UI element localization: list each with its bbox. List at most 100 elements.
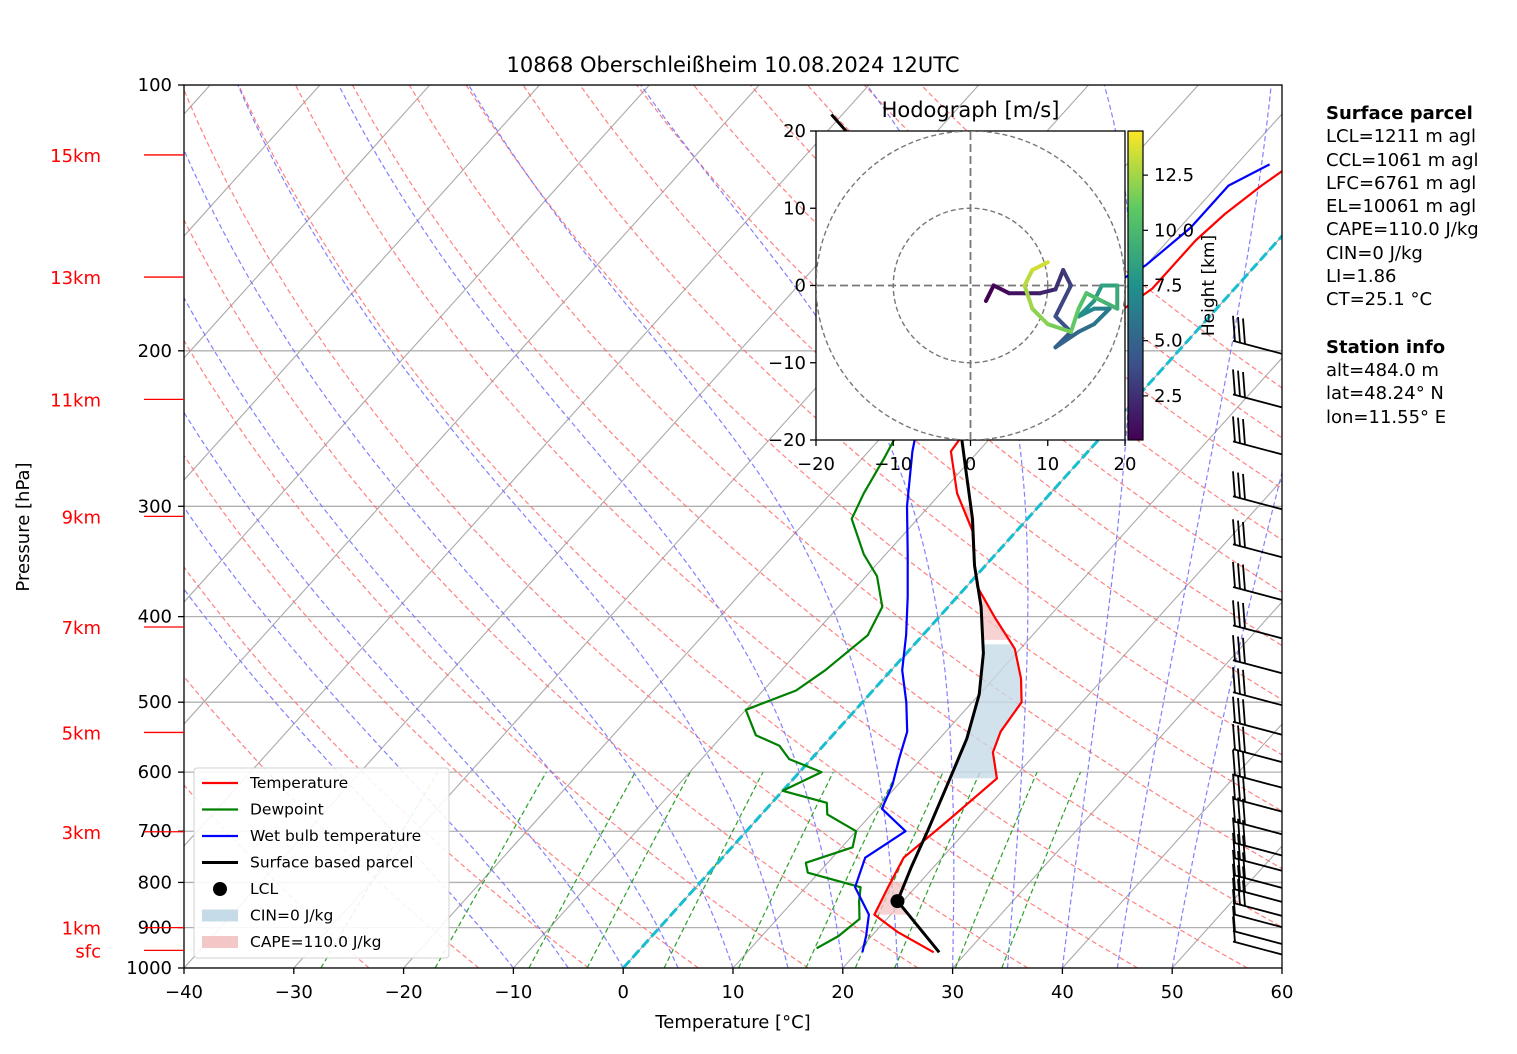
wind-barb-flag <box>1237 865 1241 892</box>
wind-barb-staff <box>1232 930 1283 945</box>
wind-barb-flag <box>1242 602 1246 629</box>
wind-barb-staff <box>1232 820 1283 836</box>
colorbar <box>1127 130 1144 441</box>
wind-barb <box>1232 519 1283 559</box>
wind-barb <box>1232 849 1283 889</box>
x-tick-label: −20 <box>385 982 423 1003</box>
wind-barb-flag <box>1232 561 1236 589</box>
mixing-ratio-line <box>894 771 981 968</box>
hodo-trace-segment <box>1045 322 1073 334</box>
wind-barb-flag <box>1242 637 1246 664</box>
mixing-ratio-line <box>528 771 636 968</box>
wind-barb-staff <box>1232 873 1283 889</box>
legend-label: CAPE=110.0 J/kg <box>250 933 381 951</box>
wind-barb-flag <box>1232 832 1236 859</box>
legend-box <box>193 767 450 959</box>
wind-barb-staff <box>1232 440 1283 456</box>
mixing-ratio-line <box>663 771 764 968</box>
hodo-trace-segment <box>1053 283 1073 319</box>
hodo-trace-segment <box>1030 306 1050 327</box>
dry-adiabat-line <box>184 454 699 968</box>
wind-barb-flag <box>1237 636 1241 663</box>
isotherm-line <box>184 85 431 359</box>
wind-barb-staff <box>1232 901 1283 917</box>
hodo-trace-segment <box>1084 291 1104 303</box>
station-line: alt=484.0 m <box>1326 359 1439 381</box>
wind-barb-flag <box>1237 725 1241 752</box>
hodo-trace-segment <box>1076 291 1089 311</box>
surface-line: CIN=0 J/kg <box>1326 242 1423 264</box>
wind-barb-staff <box>1232 543 1283 559</box>
wind-barb-flag <box>1242 318 1246 345</box>
wind-barb-flag <box>1237 851 1241 878</box>
colorbar-tick-label: 12.5 <box>1154 165 1194 186</box>
wind-barb-flag <box>1237 520 1241 547</box>
wind-barb-flag <box>1232 849 1236 876</box>
legend-label: Temperature <box>249 774 348 792</box>
height-label: sfc <box>75 941 101 962</box>
legend-label: CIN=0 J/kg <box>250 907 333 925</box>
station-line: lat=48.24° N <box>1326 383 1444 405</box>
wind-barb-flag <box>1237 563 1241 590</box>
hodo-trace-segment <box>983 283 996 303</box>
y-tick-label: 200 <box>138 341 172 362</box>
wind-barb-flag <box>1237 774 1241 802</box>
y-tick-label: 400 <box>138 607 172 628</box>
mixing-ratio-line <box>1001 771 1082 968</box>
x-tick-label: 40 <box>1051 982 1074 1003</box>
hodo-x-tick-label: −10 <box>874 454 912 475</box>
wind-barb-flag <box>1232 696 1236 723</box>
wind-barb-staff <box>1232 691 1283 707</box>
legend-swatch <box>213 882 227 896</box>
y-tick-label: 600 <box>138 762 172 783</box>
y-tick-label: 300 <box>138 496 172 517</box>
dry-adiabat-line <box>184 566 589 968</box>
hodo-trace-segment <box>1022 283 1035 311</box>
wind-barb-flag <box>1232 773 1236 800</box>
station-line: lon=11.55° E <box>1326 406 1447 428</box>
surface-line: LFC=6761 m agl <box>1326 172 1477 194</box>
wind-barb-flag <box>1242 866 1246 893</box>
wind-barb <box>1232 471 1283 511</box>
wind-barb-flag <box>1232 796 1236 823</box>
surface-line: CAPE=110.0 J/kg <box>1326 219 1479 241</box>
y-tick-label: 1000 <box>126 958 172 979</box>
wind-barb-flag <box>1237 879 1241 906</box>
moist-adiabat-line <box>338 85 844 968</box>
y-tick-label: 100 <box>138 75 172 96</box>
wind-barb <box>1232 416 1283 456</box>
wind-barb <box>1232 635 1283 675</box>
hodo-trace-segment <box>1076 322 1097 334</box>
x-tick-label: 30 <box>941 982 964 1003</box>
hodo-y-tick-label: 0 <box>795 276 806 297</box>
dry-adiabat-line <box>184 339 809 968</box>
wind-barb-flag <box>1232 749 1236 776</box>
wind-barb-staff <box>1232 495 1283 511</box>
moist-adiabat-line <box>184 588 514 968</box>
wind-barb <box>1232 863 1283 903</box>
wind-barb-flag <box>1232 667 1236 694</box>
surface-line: CCL=1061 m agl <box>1326 149 1479 171</box>
moist-adiabat-line <box>184 148 734 968</box>
wind-barb <box>1232 667 1283 707</box>
lcl-marker <box>890 894 905 909</box>
skewt-plot-area: −40 −30 −20 −10 0 10 20 30 40 50 60100200300400500… <box>50 75 1293 1003</box>
cape-fill <box>962 506 1010 640</box>
hodo-trace-segment <box>991 283 1012 296</box>
hodo-trace-segment <box>1061 268 1073 288</box>
wind-barb-flag <box>1242 752 1246 779</box>
height-label: 15km <box>50 146 101 167</box>
wind-barb-staff <box>1232 720 1283 736</box>
x-tick-label: −40 <box>165 982 203 1003</box>
wind-barb-flag <box>1242 726 1246 753</box>
hodo-y-tick-label: 10 <box>783 198 806 219</box>
wind-barb-staff <box>1232 856 1283 872</box>
isotherm-line <box>842 479 1282 968</box>
legend: Temperature Dewpoint Wet bulb temperature S… <box>193 767 450 959</box>
wind-barb-flag <box>1232 416 1236 443</box>
surface-parcel-title: Surface parcel <box>1326 103 1473 124</box>
isotherm-line <box>184 85 321 237</box>
wind-barb <box>1232 796 1283 836</box>
wind-barb-flag <box>1237 750 1241 778</box>
